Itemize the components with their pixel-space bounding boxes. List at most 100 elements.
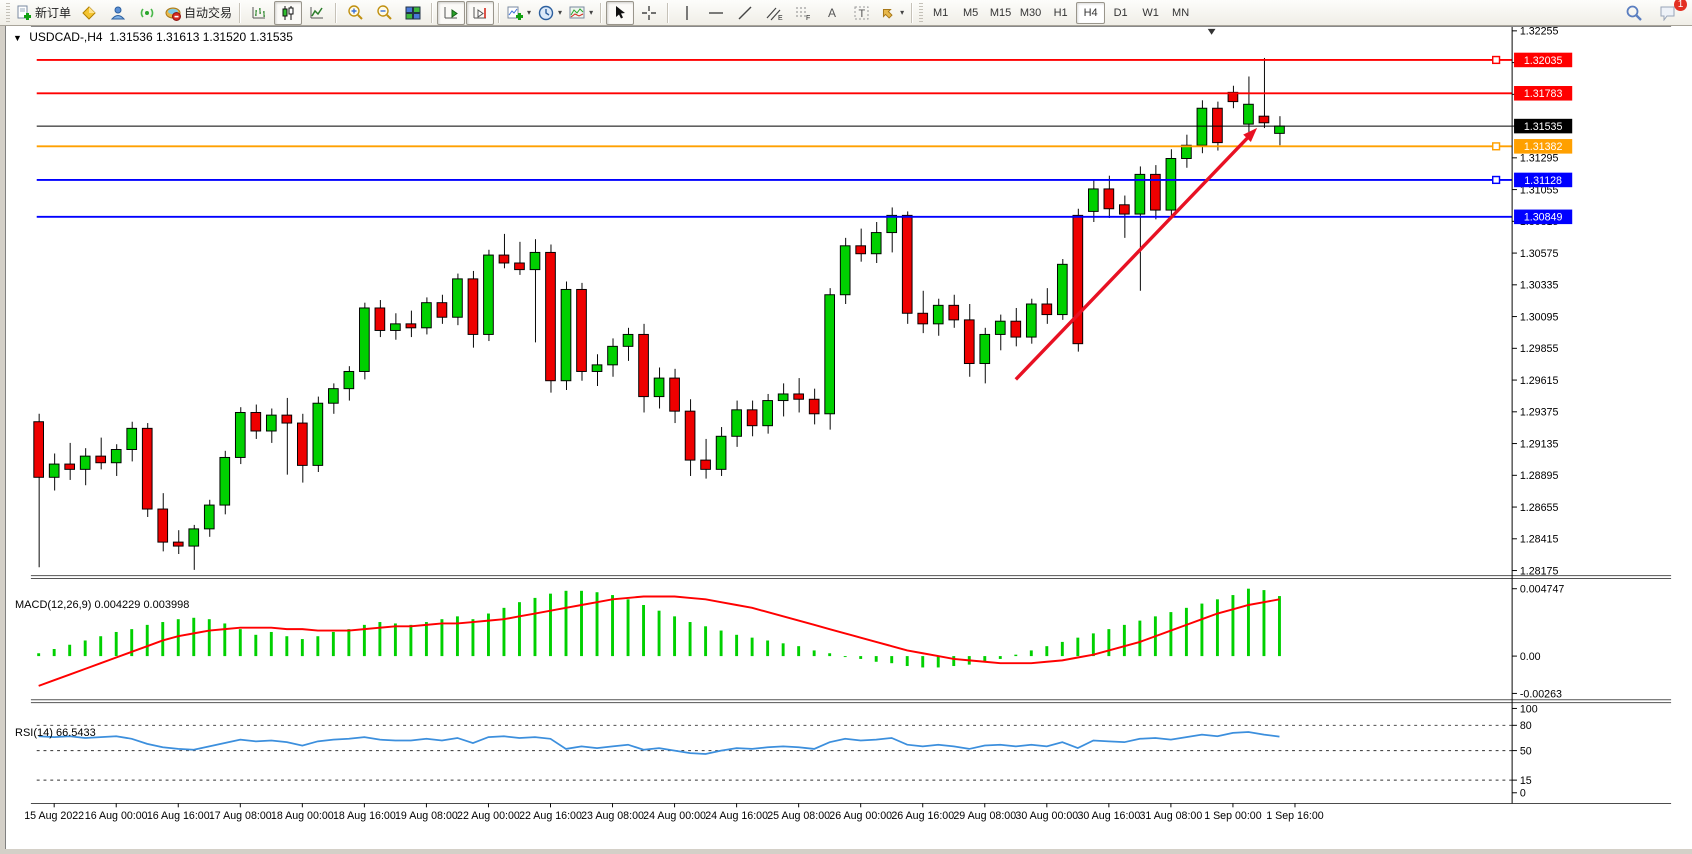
time-tick-label: 16 Aug 16:00 — [147, 810, 210, 822]
timeframe-button-m5[interactable]: M5 — [962, 6, 979, 19]
templates-icon — [569, 6, 585, 18]
candle — [452, 273, 463, 326]
timeframe-button-m30[interactable]: M30 — [1019, 6, 1042, 19]
candle-body-bear — [64, 463, 76, 470]
signals-button[interactable] — [133, 1, 161, 25]
timeframe-button-h4[interactable]: H4 — [1076, 1, 1106, 24]
candle — [405, 310, 417, 338]
macd-histogram-bar — [471, 619, 475, 657]
candlestick-chart-icon — [282, 5, 294, 20]
timeframe-button-m1[interactable]: M1 — [932, 6, 949, 19]
chart-shift-marker[interactable] — [1207, 28, 1216, 35]
fibonacci-button[interactable]: F — [789, 1, 817, 25]
candle — [126, 421, 138, 462]
zoom-in-button[interactable] — [341, 1, 369, 25]
community-button[interactable] — [104, 1, 132, 25]
price-chart-canvas[interactable]: 1.322551.320151.317751.315351.312951.310… — [5, 26, 1692, 849]
bar-chart-button[interactable] — [245, 1, 273, 25]
horizontal-line-button[interactable] — [702, 1, 730, 25]
candle-body-bull — [607, 345, 618, 366]
zoom-out-button[interactable] — [370, 1, 398, 25]
auto-scroll-icon — [444, 6, 458, 18]
macd-histogram-bar — [1107, 629, 1111, 657]
periods-button[interactable]: ▾ — [535, 1, 565, 25]
clock-icon — [538, 5, 554, 20]
macd-histogram-bar — [766, 640, 770, 657]
candle-body-bear — [436, 302, 448, 318]
time-tick-label: 26 Aug 00:00 — [829, 810, 892, 822]
candle-body-bull — [591, 364, 603, 372]
time-tick-label: 23 Aug 08:00 — [581, 810, 644, 822]
text-label-button[interactable]: T — [847, 1, 875, 25]
vertical-line-button[interactable] — [673, 1, 701, 25]
timeframe-toolbar-handle[interactable] — [919, 2, 924, 23]
level-anchor[interactable] — [1491, 55, 1501, 65]
candlestick-series — [33, 57, 1285, 570]
crosshair-button[interactable] — [635, 1, 663, 25]
cursor-button[interactable] — [606, 0, 635, 25]
templates-button[interactable]: ▾ — [566, 1, 596, 25]
timeframe-button-w1[interactable]: W1 — [1142, 6, 1159, 19]
candle-body-bear — [684, 410, 696, 461]
auto-scroll-button[interactable] — [437, 0, 466, 25]
price-axis[interactable]: 1.322551.320151.317751.315351.312951.310… — [1511, 26, 1573, 804]
macd-histogram-bar — [331, 631, 335, 657]
autotrading-button[interactable]: 自动交易 — [162, 1, 235, 25]
candle — [839, 237, 851, 305]
level-anchor[interactable] — [1491, 175, 1501, 185]
macd-axis-label: 0.004747 — [1520, 584, 1565, 596]
candle — [1196, 100, 1208, 154]
candle-body-bull — [715, 435, 727, 470]
price-tag-1.32035: 1.32035 — [1514, 52, 1573, 68]
timeframe-button-h1[interactable]: H1 — [1053, 6, 1068, 19]
price-tag-1.31382: 1.31382 — [1514, 139, 1573, 154]
shapes-button[interactable]: ▾ — [876, 1, 907, 25]
candle — [172, 530, 184, 555]
macd-histogram-bar — [285, 636, 289, 657]
text-button[interactable]: A — [818, 1, 846, 25]
toolbar-drag-handle[interactable] — [6, 2, 10, 23]
time-axis[interactable]: 15 Aug 2022 16 Aug 00:00 16 Aug 16:00 17 Au… — [24, 803, 1324, 822]
candle — [110, 444, 122, 476]
chart-window[interactable]: ▼ USDCAD-,H4 1.31536 1.31613 1.31520 1.3… — [0, 26, 1692, 849]
data-window-button[interactable] — [75, 1, 103, 25]
candle — [653, 367, 665, 409]
candle-body-bull — [1056, 263, 1068, 316]
indicators-button[interactable]: ▾ — [504, 1, 534, 25]
price-tag-1.31128: 1.31128 — [1514, 172, 1573, 188]
price-tick-label: 1.30095 — [1520, 311, 1559, 323]
shapes-caret: ▾ — [900, 8, 905, 17]
equidistant-channel-button[interactable]: E — [760, 1, 788, 25]
trend-arrow[interactable] — [1014, 127, 1258, 381]
notification-badge: 1 — [1674, 0, 1687, 11]
candle-body-bull — [203, 504, 215, 530]
candle — [312, 396, 324, 472]
candlestick-chart-button[interactable] — [274, 0, 303, 25]
new-order-button[interactable]: 新订单 — [13, 1, 74, 25]
line-chart-button[interactable] — [303, 1, 331, 25]
macd-histogram-bar — [254, 634, 258, 657]
candle — [1088, 179, 1099, 222]
rsi-axis-label: 100 — [1520, 703, 1538, 715]
timeframe-button-m15[interactable]: M15 — [989, 6, 1012, 19]
macd-histogram-bar — [983, 656, 987, 662]
trendline-button[interactable] — [731, 1, 759, 25]
chart-shift-button[interactable] — [466, 0, 495, 25]
candle-body-bear — [545, 251, 556, 382]
price-tick-label: 1.29855 — [1520, 343, 1559, 355]
candle — [855, 228, 867, 262]
level-anchor[interactable] — [1491, 142, 1501, 151]
candle-body-bear — [1119, 204, 1130, 215]
tile-windows-button[interactable] — [399, 1, 427, 25]
candle — [95, 437, 107, 470]
trendline-icon — [738, 6, 752, 19]
candle-body-bear — [1258, 115, 1270, 124]
horizontal-levels — [36, 55, 1513, 218]
indicators-caret: ▾ — [527, 8, 532, 17]
notifications-button[interactable]: 1 — [1654, 0, 1687, 25]
candle-body-bear — [855, 245, 867, 255]
search-button[interactable] — [1620, 1, 1648, 25]
timeframe-button-d1[interactable]: D1 — [1113, 6, 1128, 19]
timeframe-button-mn[interactable]: MN — [1172, 6, 1190, 19]
time-tick-label: 31 Aug 08:00 — [1139, 810, 1202, 822]
